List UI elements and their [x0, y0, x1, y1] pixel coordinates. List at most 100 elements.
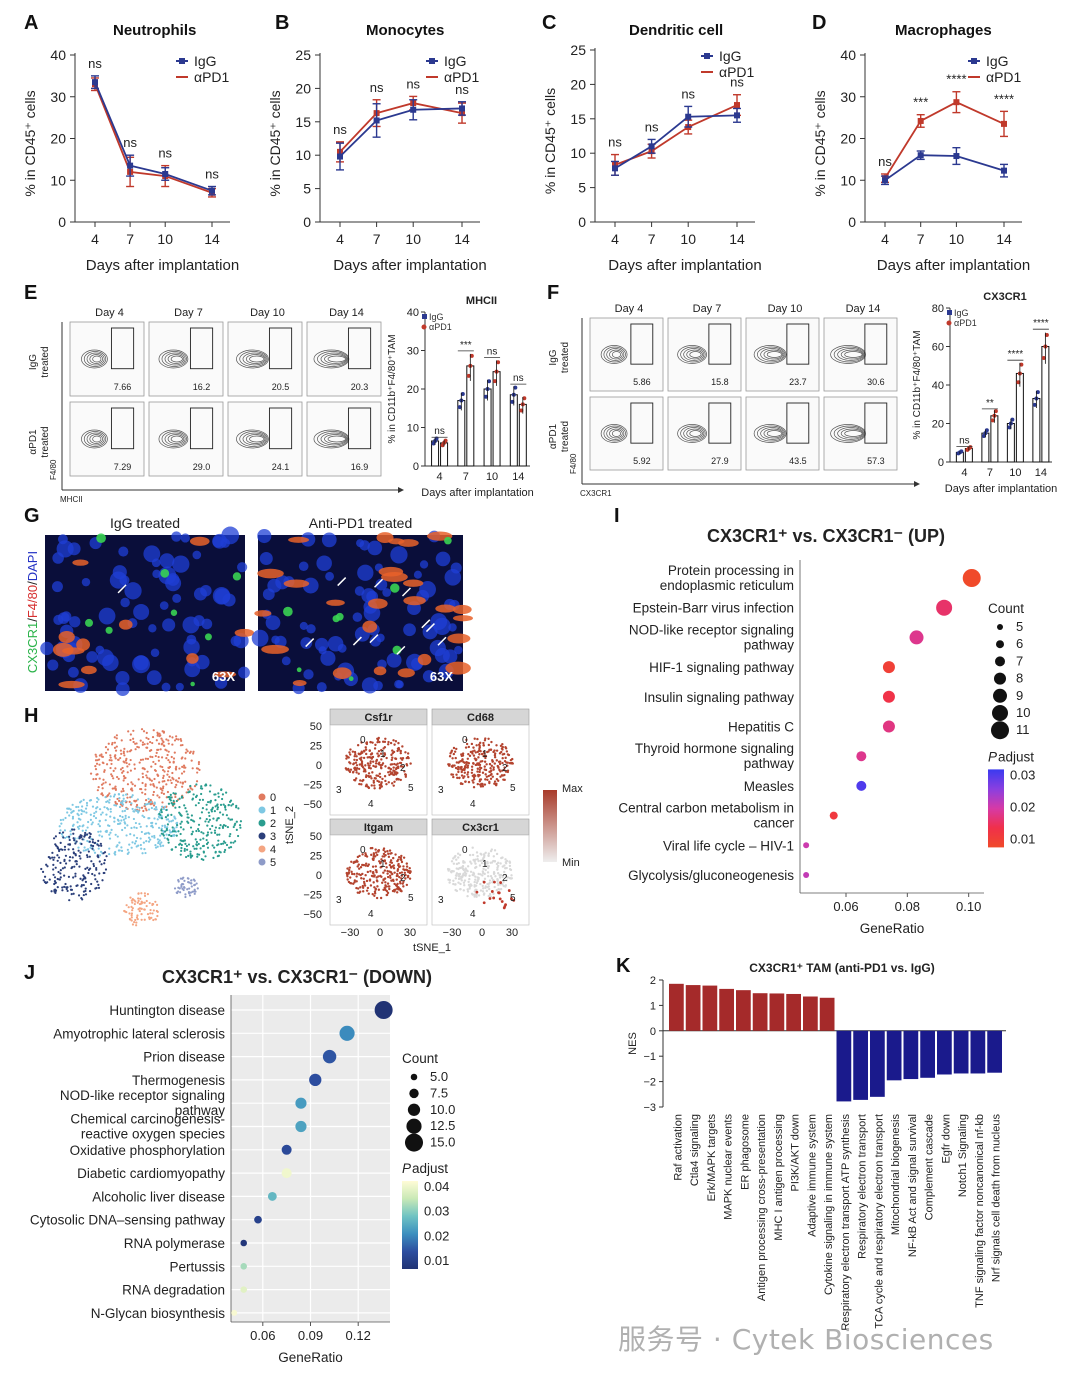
- panel-h-tsne-point: [52, 837, 56, 840]
- panel-h-tsne-point: [100, 753, 103, 756]
- panel-h-feature-point: [489, 773, 492, 777]
- panel-h-tsne-point: [81, 810, 84, 813]
- panel-g-y-label: CX3CR1/F4/80/DAPI: [25, 551, 40, 673]
- panel-h-tsne-point: [173, 830, 176, 833]
- panel-h-tsne-point: [84, 867, 87, 870]
- panel-h-feature-point: [380, 858, 383, 861]
- panel-h-tsne-point: [166, 779, 170, 782]
- panel-h-cluster-number: 3: [336, 785, 342, 796]
- panel-i-count-legend-dot: [995, 656, 1005, 667]
- panel-b-x-tick-label: 10: [405, 231, 421, 247]
- panel-h-tsne-point: [208, 818, 211, 821]
- panel-h-tsne-point: [186, 888, 189, 891]
- panel-h-feature-point: [495, 744, 498, 747]
- panel-f-bar-x-tick-label: 4: [961, 467, 967, 479]
- panel-h-tsne-point: [185, 791, 188, 794]
- panel-f-day-label: Day 4: [615, 303, 644, 315]
- panel-c-point: [648, 143, 655, 150]
- panel-h-tsne-point: [70, 893, 73, 896]
- panel-f-row-label: IgG: [548, 349, 559, 365]
- panel-h-feature-point: [472, 754, 476, 757]
- panel-h-tsne-point: [190, 818, 193, 821]
- panel-h-tsne-point: [212, 817, 215, 820]
- panel-h-tsne-point: [97, 847, 100, 850]
- panel-g-nucleus: [300, 637, 313, 649]
- panel-f-bar-y-tick-label: 80: [932, 303, 944, 315]
- panel-h-feature-point: [356, 744, 360, 747]
- panel-h-feature-point: [467, 880, 470, 884]
- panel-g-nucleus: [316, 682, 327, 693]
- panel-h-tsne-point: [74, 872, 77, 875]
- panel-j-count-legend-label: 5.0: [430, 1069, 448, 1084]
- panel-h-tsne-point: [197, 801, 200, 805]
- panel-h-tsne-point: [84, 807, 88, 810]
- panel-h-tsne-point: [94, 753, 97, 756]
- panel-h-feature-point: [373, 784, 376, 787]
- panel-h-feature-point: [501, 748, 504, 751]
- panel-k-category-label: Mitochondrial biogenesis: [890, 1114, 902, 1236]
- panel-g-nucleus: [183, 638, 200, 656]
- panel-h-feature-point: [397, 741, 400, 745]
- panel-h-tsne-point: [86, 848, 89, 851]
- panel-h-cluster-number: 3: [336, 895, 342, 906]
- panel-h-tsne-point: [184, 893, 187, 896]
- panel-h-tsne-point: [127, 816, 130, 819]
- panel-k-category-label: Erk/MAPK targets: [706, 1114, 718, 1202]
- panel-h-feature-point: [346, 875, 349, 878]
- panel-e-flow-cell: [69, 321, 145, 397]
- panel-h-tsne-point: [52, 873, 55, 876]
- panel-h-tsne-point: [140, 892, 143, 895]
- panel-h-tsne-point: [147, 817, 150, 820]
- panel-h-tsne-point: [61, 889, 64, 892]
- panel-d-legend-igg: IgG: [986, 53, 1009, 69]
- panel-k-bar: [702, 985, 718, 1031]
- panel-h-feature-point: [374, 848, 377, 851]
- panel-h-tsne-point: [100, 835, 104, 838]
- panel-f-contour: [753, 424, 787, 443]
- panel-h-feature-point: [466, 773, 469, 776]
- panel-f-gate-value: 43.5: [789, 456, 807, 466]
- panel-h-feature-point: [400, 877, 403, 880]
- panel-h-legend-label: 2: [270, 818, 276, 830]
- panel-h-tsne-point: [137, 746, 140, 749]
- panel-h-feature-point: [483, 877, 487, 881]
- panel-h-tsne-point: [171, 826, 174, 829]
- panel-h-tsne-point: [138, 806, 141, 810]
- panel-f-contour: [603, 425, 626, 442]
- panel-h-feature-point: [488, 881, 491, 885]
- panel-h-tsne-point: [213, 829, 217, 832]
- panel-h-tsne-point: [224, 848, 227, 852]
- panel-g-nucleus: [361, 677, 379, 694]
- panel-h-tsne-point: [205, 834, 208, 837]
- panel-i-term-label: Epstein-Barr virus infection: [633, 601, 794, 616]
- panel-k-y-tick-label: 0: [650, 1026, 656, 1038]
- panel-h-tsne-point: [61, 886, 64, 889]
- panel-d-annotation: ns: [878, 154, 892, 169]
- panel-j-count-legend-label: 10.0: [430, 1102, 455, 1117]
- panel-h-tsne-point: [56, 859, 59, 862]
- panel-h-feature-point: [401, 745, 404, 748]
- panel-h-feature-point: [382, 747, 385, 750]
- panel-j-term-label: reactive oxygen species: [81, 1127, 225, 1142]
- panel-g-nucleus: [118, 546, 129, 557]
- panel-h-feature-point: [398, 865, 402, 868]
- panel-g-f480-cell: [261, 644, 289, 654]
- panel-h-tsne-point: [56, 886, 59, 889]
- panel-h-tsne-point: [100, 783, 104, 786]
- panel-h-feature-point: [349, 768, 353, 771]
- panel-a-x-tick-label: 7: [126, 231, 134, 247]
- panel-h-tsne-point: [160, 817, 164, 820]
- panel-g-arrow: [337, 577, 347, 587]
- panel-h-feature-point: [357, 772, 360, 775]
- panel-h-tsne-point: [64, 836, 67, 840]
- panel-h-feature-point: [373, 886, 376, 889]
- panel-h-tsne-point: [64, 816, 67, 820]
- panel-h-cluster-number: 0: [462, 735, 468, 746]
- panel-h-feature-point: [351, 750, 355, 753]
- panel-h-tsne-point: [230, 818, 234, 821]
- panel-h-tsne-point: [147, 808, 151, 811]
- panel-e-contour: [313, 349, 350, 369]
- panel-h-tsne-point: [175, 826, 178, 829]
- panel-g-nucleus: [382, 588, 392, 597]
- panel-h-tsne-point: [113, 820, 116, 823]
